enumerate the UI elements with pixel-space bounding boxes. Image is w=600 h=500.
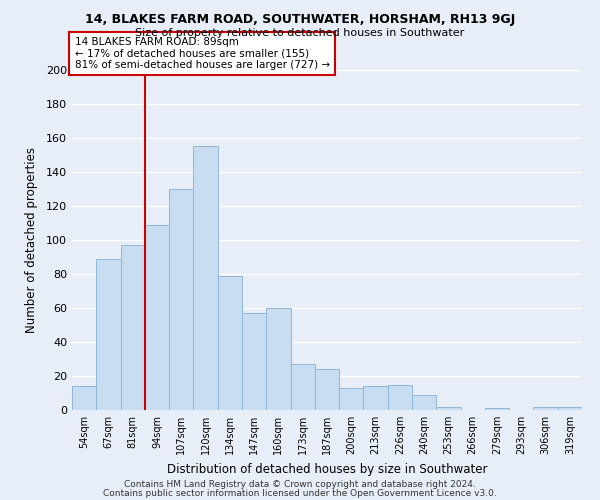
- Text: 14 BLAKES FARM ROAD: 89sqm
← 17% of detached houses are smaller (155)
81% of sem: 14 BLAKES FARM ROAD: 89sqm ← 17% of deta…: [74, 37, 329, 70]
- Bar: [436, 406, 461, 410]
- Bar: [412, 394, 436, 410]
- Bar: [218, 276, 242, 410]
- Text: Size of property relative to detached houses in Southwater: Size of property relative to detached ho…: [136, 28, 464, 38]
- Bar: [388, 384, 412, 410]
- Text: Contains public sector information licensed under the Open Government Licence v3: Contains public sector information licen…: [103, 489, 497, 498]
- Y-axis label: Number of detached properties: Number of detached properties: [25, 147, 38, 333]
- Bar: [339, 388, 364, 410]
- Bar: [121, 245, 145, 410]
- X-axis label: Distribution of detached houses by size in Southwater: Distribution of detached houses by size …: [167, 462, 487, 475]
- Bar: [242, 313, 266, 410]
- Text: Contains HM Land Registry data © Crown copyright and database right 2024.: Contains HM Land Registry data © Crown c…: [124, 480, 476, 489]
- Bar: [315, 369, 339, 410]
- Bar: [290, 364, 315, 410]
- Bar: [533, 406, 558, 410]
- Bar: [169, 189, 193, 410]
- Bar: [145, 224, 169, 410]
- Bar: [266, 308, 290, 410]
- Bar: [96, 258, 121, 410]
- Text: 14, BLAKES FARM ROAD, SOUTHWATER, HORSHAM, RH13 9GJ: 14, BLAKES FARM ROAD, SOUTHWATER, HORSHA…: [85, 12, 515, 26]
- Bar: [364, 386, 388, 410]
- Bar: [193, 146, 218, 410]
- Bar: [72, 386, 96, 410]
- Bar: [485, 408, 509, 410]
- Bar: [558, 406, 582, 410]
